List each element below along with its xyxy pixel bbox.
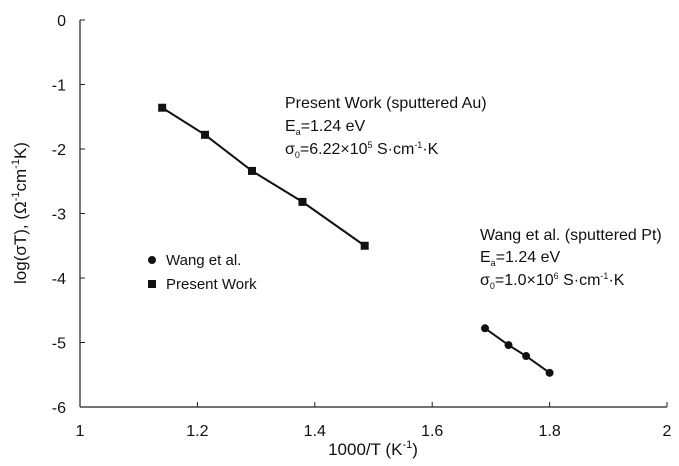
- data-point: [201, 130, 210, 139]
- data-point: [545, 368, 554, 377]
- y-tick-label: 0: [57, 13, 66, 30]
- text-sup: -1: [600, 271, 608, 281]
- legend-label: Present Work: [166, 276, 257, 293]
- y-tick-label: -3: [52, 207, 66, 224]
- legend-marker: [148, 256, 156, 264]
- data-point: [298, 197, 307, 206]
- data-point: [158, 103, 167, 112]
- x-tick-label: 1.4: [304, 423, 326, 440]
- y-title-part: cm: [11, 169, 30, 192]
- y-tick-label: -2: [52, 142, 66, 159]
- text-sub: 0: [490, 281, 495, 291]
- annotation-title: Wang et al. (sputtered Pt): [480, 227, 662, 244]
- text-part: E: [480, 249, 491, 266]
- annotation-energy: Ea=1.24 eV: [285, 118, 366, 137]
- x-title-sup: -1: [402, 439, 412, 451]
- x-title-part: ): [412, 440, 418, 459]
- text-part: S·cm: [373, 141, 415, 158]
- x-tick-label: 1.2: [186, 423, 208, 440]
- y-title-sup: -1: [10, 191, 22, 201]
- text-part: σ: [285, 141, 295, 158]
- annotation-energy: Ea=1.24 eV: [480, 249, 561, 268]
- data-point: [522, 352, 531, 361]
- y-axis-title: log(σT), (Ω-1cm-1K): [10, 142, 30, 284]
- y-title-sup: -1: [10, 159, 22, 169]
- x-tick-label: 1: [76, 423, 85, 440]
- text-sup: 6: [554, 271, 559, 281]
- x-tick-label: 2: [663, 423, 672, 440]
- annotation-title: Present Work (sputtered Au): [285, 95, 487, 112]
- text-part: ·K: [608, 272, 624, 289]
- legend-label: Wang et al.: [166, 252, 241, 269]
- text-sub: a: [491, 258, 496, 268]
- annotation-prefactor: σ0=1.0×106 S·cm-1·K: [480, 271, 625, 291]
- text-sup: 5: [368, 140, 373, 150]
- x-axis-title: 1000/T (K-1): [328, 439, 418, 459]
- legend-marker: [148, 280, 156, 288]
- text-part: E: [285, 118, 296, 135]
- y-tick-label: -5: [52, 336, 66, 353]
- y-title-part: log(σT), (Ω: [11, 201, 30, 284]
- y-tick-label: -4: [52, 271, 66, 288]
- text-part: =1.0×10: [495, 272, 554, 289]
- data-point: [247, 166, 256, 175]
- y-title-part: K): [11, 142, 30, 159]
- y-tick-label: -6: [52, 400, 66, 417]
- text-part: ·K: [422, 141, 438, 158]
- data-point: [504, 341, 513, 350]
- text-sup: -1: [414, 140, 422, 150]
- data-point: [360, 241, 369, 250]
- text-part: σ: [480, 272, 490, 289]
- text-part: =1.24 eV: [301, 118, 366, 135]
- x-title-part: 1000/T (K: [328, 440, 403, 459]
- x-tick-label: 1.6: [421, 423, 443, 440]
- annotation: Wang et al. (sputtered Pt) Ea=1.24 eV σ0…: [480, 227, 662, 291]
- text-part: S·cm: [559, 272, 601, 289]
- fit-line: [484, 327, 551, 374]
- y-tick-label: -1: [52, 78, 66, 95]
- text-sub: 0: [295, 150, 300, 160]
- text-part: =1.24 eV: [496, 249, 561, 266]
- annotation-prefactor: σ0=6.22×105 S·cm-1·K: [285, 140, 439, 160]
- annotation: Present Work (sputtered Au) Ea=1.24 eV σ…: [285, 95, 487, 160]
- text-part: =6.22×10: [300, 141, 368, 158]
- data-point: [481, 324, 490, 333]
- text-sub: a: [296, 127, 301, 137]
- x-tick-label: 1.8: [538, 423, 560, 440]
